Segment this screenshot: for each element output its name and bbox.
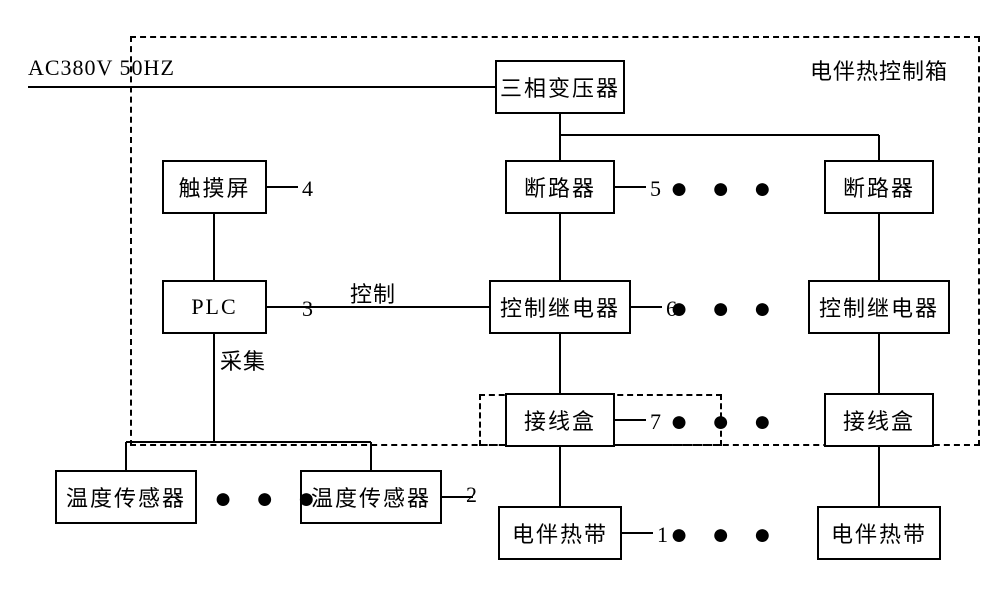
ellipsis-dots: ● ● ● xyxy=(670,518,779,552)
ellipsis-dots: ● ● ● xyxy=(670,292,779,326)
ref-num-5: 5 xyxy=(650,176,661,202)
ellipsis-dots: ● ● ● xyxy=(214,482,323,516)
node-breaker2: 断路器 xyxy=(824,160,934,214)
node-relay1: 控制继电器 xyxy=(489,280,631,334)
ellipsis-dots: ● ● ● xyxy=(670,405,779,439)
ref-num-1: 1 xyxy=(657,522,668,548)
node-heat1: 电伴热带 xyxy=(498,506,622,560)
ref-num-2: 2 xyxy=(466,482,477,508)
ellipsis-dots: ● ● ● xyxy=(670,172,779,206)
node-transformer: 三相变压器 xyxy=(495,60,625,114)
node-jbox1: 接线盒 xyxy=(505,393,615,447)
node-heat2: 电伴热带 xyxy=(817,506,941,560)
node-touch: 触摸屏 xyxy=(162,160,267,214)
ref-num-4: 4 xyxy=(302,176,313,202)
node-temp1: 温度传感器 xyxy=(55,470,197,524)
node-relay2: 控制继电器 xyxy=(808,280,950,334)
node-breaker1: 断路器 xyxy=(505,160,615,214)
node-jbox2: 接线盒 xyxy=(824,393,934,447)
node-plc: PLC xyxy=(162,280,267,334)
ref-num-7: 7 xyxy=(650,409,661,435)
ref-num-3: 3 xyxy=(302,296,313,322)
